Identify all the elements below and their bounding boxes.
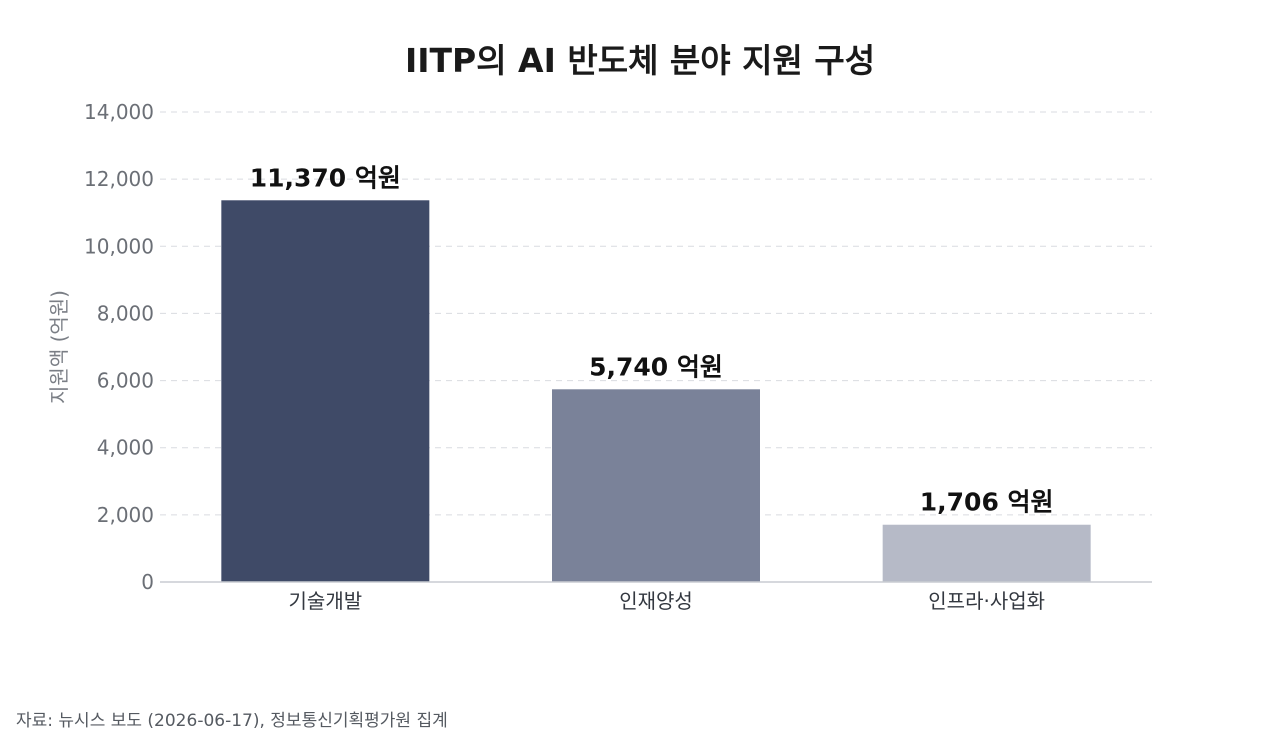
chart-title: IITP의 AI 반도체 분야 지원 구성 xyxy=(404,41,876,80)
data-labels: 11,370 억원 5,740 억원 1,706 억원 xyxy=(250,163,1054,516)
y-tick-label: 8,000 xyxy=(97,301,154,325)
x-axis-categories: 기술개발 인재양성 인프라·사업화 xyxy=(289,589,1046,613)
y-axis-title: 지원액 (억원) xyxy=(47,290,71,404)
y-tick-label: 4,000 xyxy=(97,436,154,460)
y-tick-label: 0 xyxy=(141,570,154,594)
bar xyxy=(882,524,1091,582)
y-tick-label: 12,000 xyxy=(84,167,154,191)
bar-value-label: 11,370 억원 xyxy=(250,163,401,192)
source-note: 자료: 뉴시스 보도 (2026-06-17), 정보통신기획평가원 집계 xyxy=(16,711,448,731)
bars xyxy=(221,200,1091,583)
x-category-label: 기술개발 xyxy=(289,589,363,613)
y-tick-label: 6,000 xyxy=(97,369,154,393)
y-tick-label: 2,000 xyxy=(97,503,154,527)
bar-value-label: 5,740 억원 xyxy=(589,352,723,381)
x-category-label: 인재양성 xyxy=(619,589,693,613)
y-axis-ticks: 0 2,000 4,000 6,000 8,000 10,000 12,000 14,000 xyxy=(84,100,154,594)
y-tick-label: 10,000 xyxy=(84,234,154,258)
bar-value-label: 1,706 억원 xyxy=(920,488,1054,517)
bar xyxy=(221,200,430,583)
bar xyxy=(552,389,760,582)
y-tick-label: 14,000 xyxy=(84,100,154,124)
x-category-label: 인프라·사업화 xyxy=(928,589,1045,613)
